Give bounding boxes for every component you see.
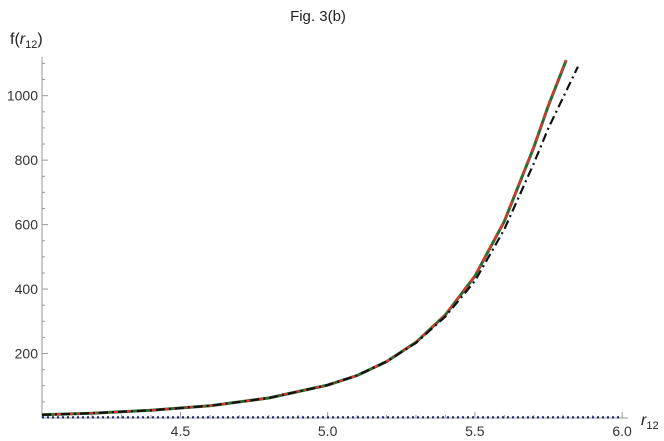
x-tick-label: 4.5 [171,423,191,439]
x-axis-label: r12 [641,412,659,432]
y-tick-label: 600 [15,217,39,233]
y-tick-label: 400 [15,281,39,297]
series-line-3-dashdot [41,66,579,416]
series-line-2-dashed [41,59,568,416]
x-tick-label: 5.5 [465,423,485,439]
y-tick-label: 200 [15,346,39,362]
chart-title: Fig. 3(b) [290,8,346,25]
y-tick-label: 1000 [7,88,38,104]
y-tick-label: 800 [15,152,39,168]
x-tick-label: 6.0 [612,423,632,439]
series-line-1-solid [41,59,568,417]
series-layer [41,59,623,419]
svg-text:f(r12): f(r12) [10,31,43,51]
axes: 200 400 600 800 1000 4.5 5.0 5.5 6.0 [7,57,632,439]
y-axis-label: f(r12) [10,31,43,51]
x-tick-label: 5.0 [318,423,338,439]
svg-text:r12: r12 [641,412,659,432]
